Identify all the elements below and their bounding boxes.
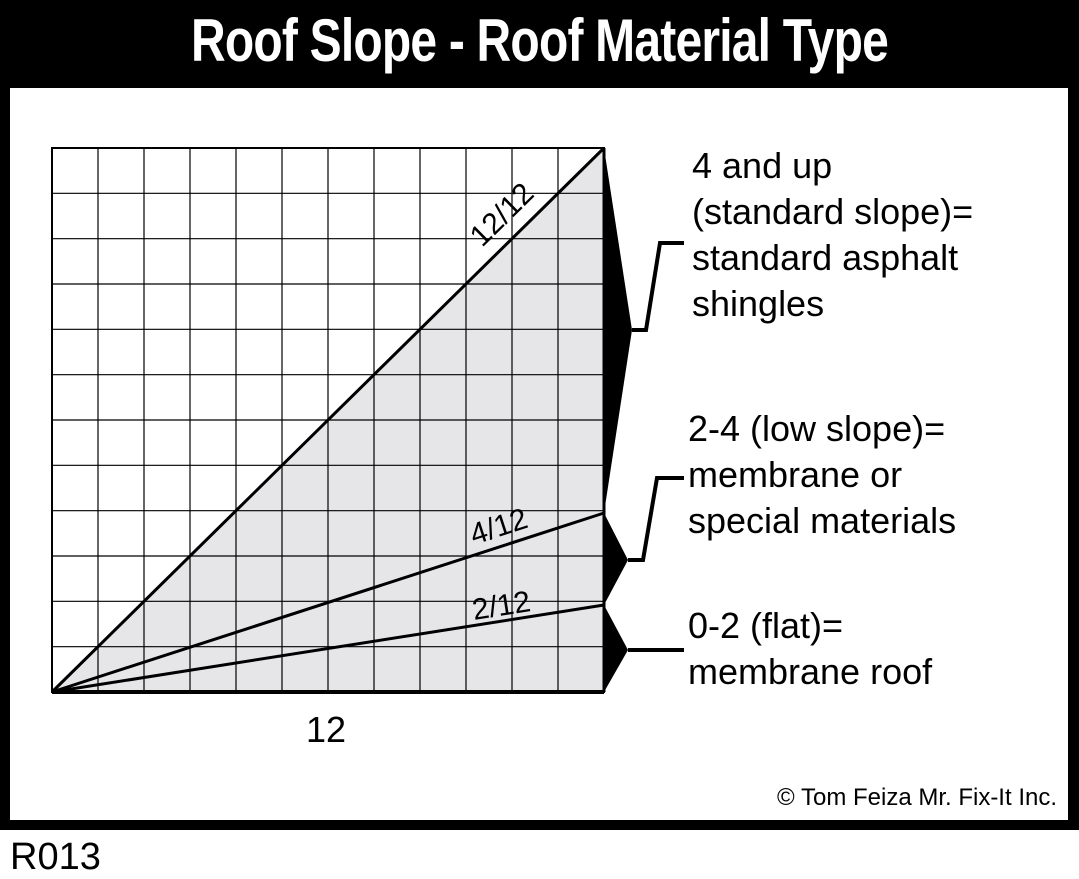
category-line: 0-2 (flat)= — [688, 605, 844, 646]
category-line: 2-4 (low slope)= — [688, 408, 946, 449]
category-line: shingles — [692, 283, 825, 324]
category-line: 4 and up — [692, 145, 833, 186]
bracket-wedge-low — [604, 513, 628, 605]
category-low: 2-4 (low slope)= membrane or special mat… — [688, 406, 956, 544]
slope-line-2-12 — [51, 603, 605, 694]
bracket-wedge-flat — [604, 605, 628, 692]
leader-low — [628, 476, 684, 562]
slope-line-4-12 — [51, 511, 605, 694]
copyright-credit: © Tom Feiza Mr. Fix-It Inc. — [777, 784, 1057, 811]
slope-line-12-12 — [50, 146, 606, 694]
category-line: membrane or — [688, 454, 903, 495]
run-label: 12 — [306, 709, 346, 750]
category-flat: 0-2 (flat)= membrane roof — [688, 603, 932, 695]
figure-code: R013 — [10, 836, 101, 878]
category-standard: 4 and up (standard slope)= standard asph… — [692, 143, 973, 327]
bracket-wedge-standard — [604, 148, 632, 513]
page-title: Roof Slope - Roof Material Type — [190, 7, 889, 74]
category-line: standard asphalt — [692, 237, 959, 278]
category-line: special materials — [688, 500, 957, 541]
category-line: (standard slope)= — [692, 191, 974, 232]
leader-standard — [632, 241, 684, 332]
category-line: membrane roof — [688, 651, 933, 692]
